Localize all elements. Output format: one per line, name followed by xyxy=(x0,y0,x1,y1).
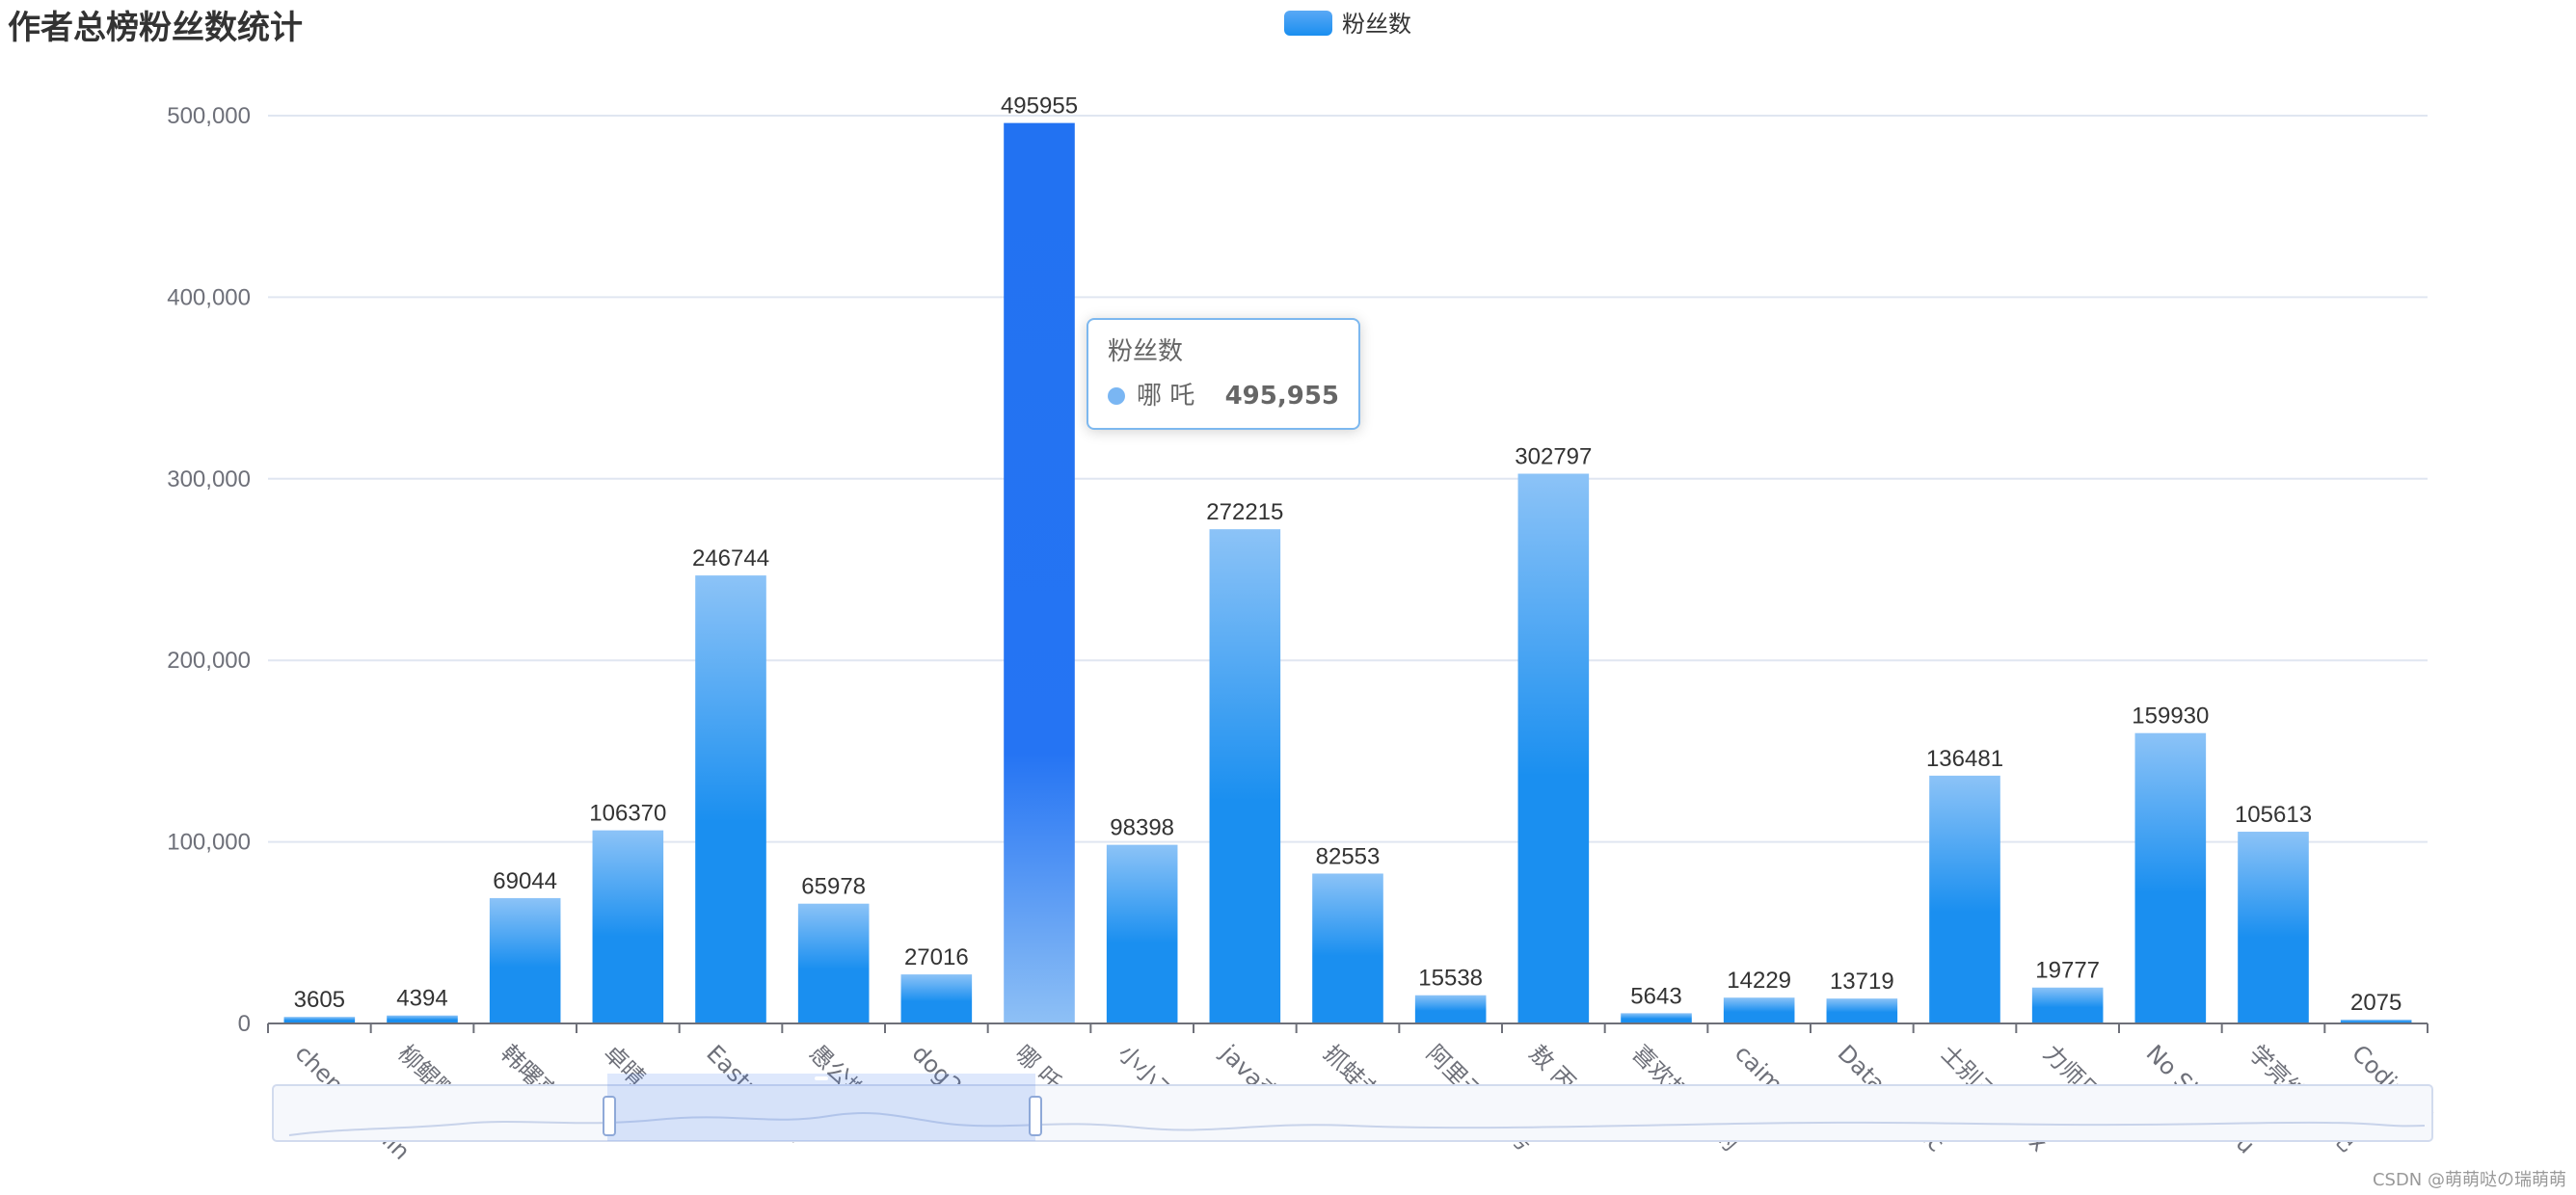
datazoom-move-handle[interactable] xyxy=(815,1076,828,1080)
bar-data-label: 4394 xyxy=(396,986,447,1012)
bar[interactable] xyxy=(1004,122,1075,1023)
bar[interactable] xyxy=(1209,529,1281,1023)
bar[interactable] xyxy=(2340,1020,2412,1023)
tooltip-value: 495,955 xyxy=(1224,382,1339,411)
bar-data-label: 272215 xyxy=(1206,499,1283,525)
bar[interactable] xyxy=(1106,844,1178,1023)
bar-data-label: 15538 xyxy=(1418,966,1483,992)
bar[interactable] xyxy=(695,575,766,1023)
chart-title: 作者总榜粉丝数统计 xyxy=(8,9,303,47)
bar-data-label: 105613 xyxy=(2235,802,2312,828)
bar-data-label: 3605 xyxy=(294,987,345,1013)
tooltip-series-dot xyxy=(1108,387,1125,405)
bar[interactable] xyxy=(2134,732,2207,1023)
bar-data-label: 136481 xyxy=(1926,746,2003,772)
bar-data-label: 69044 xyxy=(493,868,557,894)
bar[interactable] xyxy=(592,830,664,1023)
y-tick-label: 100,000 xyxy=(167,830,251,856)
grid-lines xyxy=(268,115,2428,843)
bar[interactable] xyxy=(283,1017,356,1023)
bar-data-label: 65978 xyxy=(801,874,866,900)
y-tick-label: 0 xyxy=(238,1011,251,1037)
bar[interactable] xyxy=(1312,873,1383,1023)
bar-data-label: 159930 xyxy=(2132,704,2209,730)
bar-data-label: 13719 xyxy=(1830,969,1894,995)
bar-data-label: 5643 xyxy=(1630,983,1681,1009)
y-axis: 0 100,000 200,000 300,000 400,000 500,000 xyxy=(167,103,251,1037)
bar[interactable] xyxy=(2031,987,2104,1023)
bar[interactable] xyxy=(797,903,870,1023)
y-tick-label: 300,000 xyxy=(167,466,251,492)
bar-data-label: 246744 xyxy=(692,545,769,571)
bar-data-label: 495955 xyxy=(1001,93,1078,120)
bar[interactable] xyxy=(1929,775,2000,1023)
datazoom-preview-line xyxy=(288,1112,2426,1136)
bar[interactable] xyxy=(489,897,561,1023)
bar[interactable] xyxy=(387,1015,458,1023)
bar[interactable] xyxy=(1621,1013,1692,1023)
legend-label[interactable]: 粉丝数 xyxy=(1342,11,1411,38)
y-tick-label: 200,000 xyxy=(167,648,251,674)
bar[interactable] xyxy=(1826,998,1898,1023)
data-labels: 3605 4394 69044 106370 246744 65978 27016 49595… xyxy=(294,93,2402,1016)
datazoom-selection[interactable] xyxy=(607,1074,1035,1141)
datazoom-slider[interactable] xyxy=(272,1074,2433,1142)
tooltip-row: 哪 吒 495,955 xyxy=(1108,380,1339,412)
bar[interactable] xyxy=(900,974,973,1023)
bar[interactable] xyxy=(2238,832,2309,1023)
bar-data-label: 82553 xyxy=(1316,843,1381,869)
bar[interactable] xyxy=(1414,995,1487,1023)
y-tick-label: 400,000 xyxy=(167,284,251,310)
legend[interactable]: 粉丝数 xyxy=(1284,11,1411,38)
y-tick-label: 500,000 xyxy=(167,103,251,129)
tooltip-title: 粉丝数 xyxy=(1108,337,1184,366)
watermark: CSDN @萌萌哒の瑞萌萌 xyxy=(2372,1170,2566,1190)
bar-data-label: 14229 xyxy=(1727,968,1791,994)
bar-data-label: 98398 xyxy=(1110,815,1174,841)
bar-data-label: 2075 xyxy=(2350,990,2402,1016)
bar-series[interactable] xyxy=(283,122,2412,1023)
chart-tooltip: 粉丝数 哪 吒 495,955 xyxy=(1087,318,1360,430)
bar[interactable] xyxy=(1517,473,1590,1023)
datazoom-left-handle[interactable] xyxy=(603,1096,616,1136)
datazoom-right-handle[interactable] xyxy=(1029,1096,1042,1136)
bar-data-label: 19777 xyxy=(2035,958,2100,984)
bar[interactable] xyxy=(1723,997,1795,1023)
bar-data-label: 106370 xyxy=(589,801,666,827)
bar-data-label: 27016 xyxy=(904,944,969,970)
legend-swatch[interactable] xyxy=(1284,11,1332,36)
bar-data-label: 302797 xyxy=(1515,444,1592,470)
datazoom-track[interactable] xyxy=(272,1084,2433,1142)
tooltip-name: 哪 吒 xyxy=(1137,382,1195,411)
